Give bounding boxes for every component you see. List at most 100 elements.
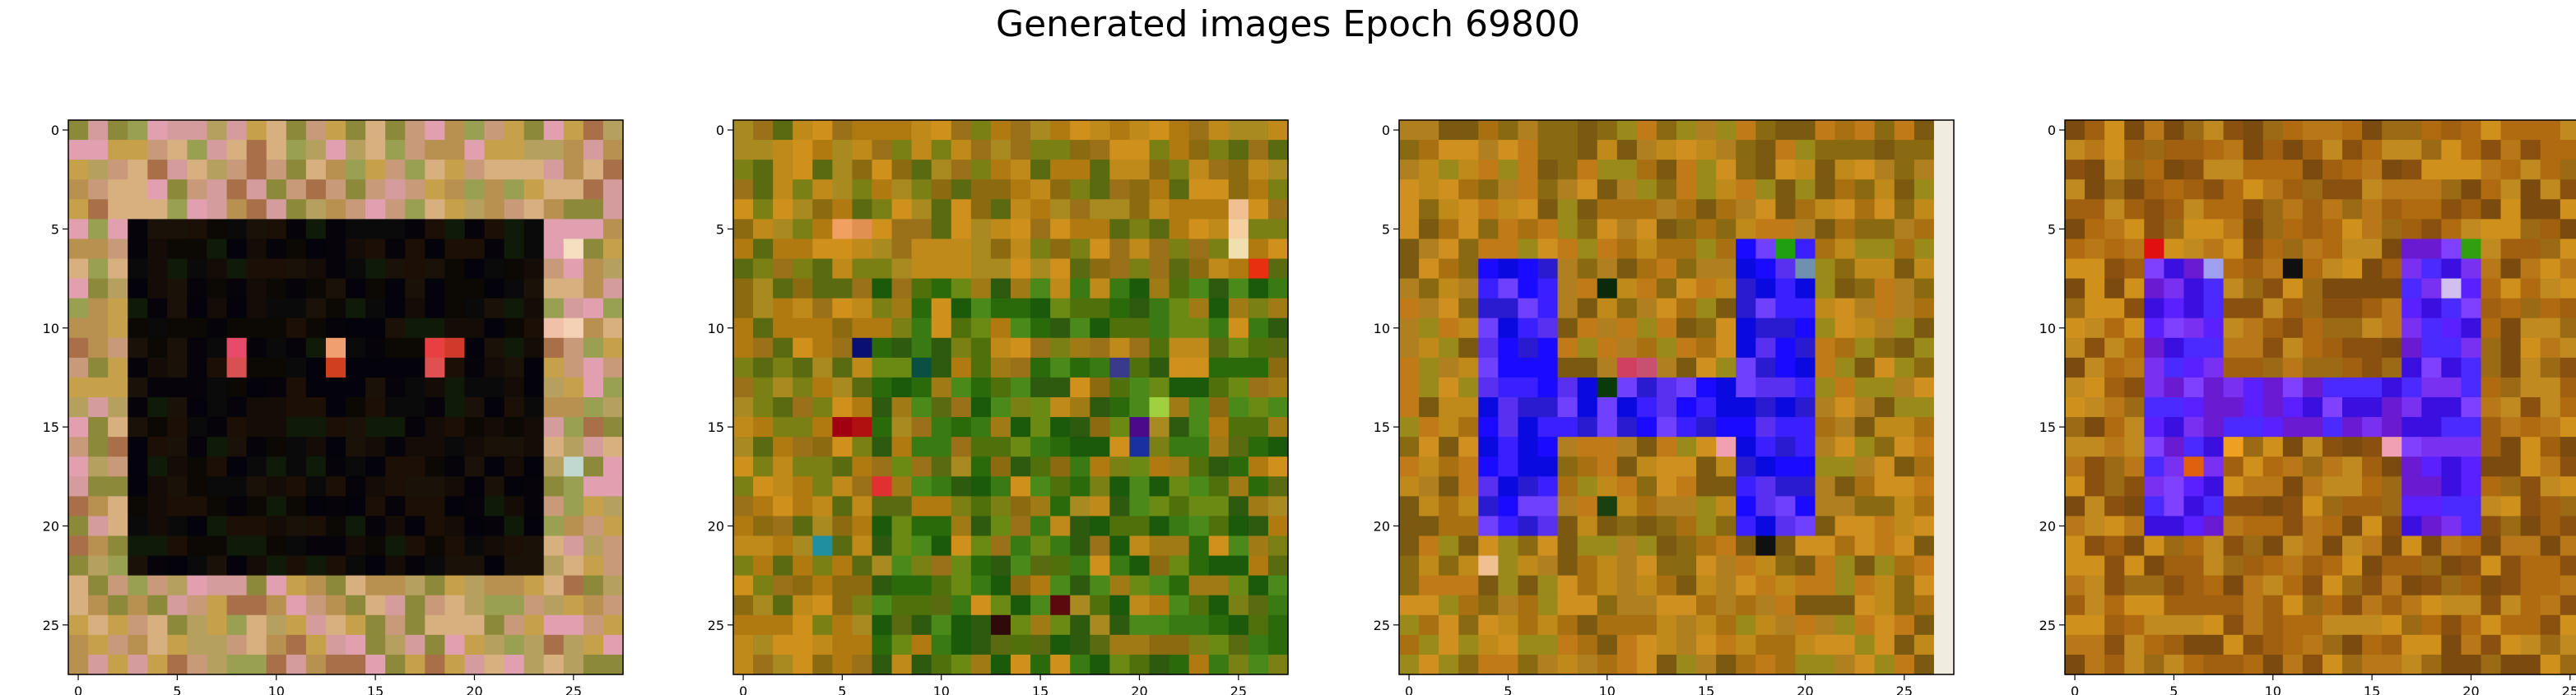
pixel-cell: [1913, 239, 1935, 260]
pixel-cell: [2441, 437, 2462, 457]
pixel-cell: [2164, 357, 2185, 378]
pixel-cell: [793, 575, 813, 596]
pixel-cell: [365, 239, 386, 260]
pixel-cell: [1267, 120, 1289, 141]
pixel-cell: [1478, 496, 1499, 517]
pixel-cell: [1834, 140, 1856, 160]
pixel-cell: [891, 337, 913, 359]
pixel-cell: [365, 496, 386, 517]
pixel-cell: [852, 555, 873, 577]
pixel-cell: [2500, 298, 2522, 319]
pixel-cell: [444, 456, 466, 477]
pixel-cell: [1755, 397, 1776, 418]
pixel-cell: [1498, 535, 1519, 557]
pixel-cell: [1208, 555, 1230, 577]
pixel-cell: [1913, 199, 1935, 220]
pixel-cell: [2441, 575, 2462, 596]
pixel-cell: [1656, 634, 1677, 656]
pixel-cell: [523, 535, 545, 557]
pixel-cell: [602, 437, 624, 457]
pixel-cell: [2124, 634, 2145, 656]
pixel-cell: [812, 516, 833, 537]
pixel-cell: [1267, 278, 1289, 299]
pixel-cell: [68, 516, 89, 537]
pixel-cell: [2500, 120, 2522, 141]
x-tick-label: 25: [1896, 683, 1913, 695]
pixel-cell: [346, 298, 366, 319]
pixel-cell: [1011, 219, 1031, 240]
pixel-cell: [1795, 337, 1816, 359]
x-tick-label: 5: [838, 683, 846, 695]
pixel-cell: [1537, 654, 1559, 675]
pixel-cell: [266, 516, 287, 537]
pixel-cell: [1439, 278, 1459, 299]
pixel-cell: [773, 258, 793, 280]
pixel-cell: [812, 456, 833, 477]
pixel-cell: [147, 160, 168, 180]
pixel-cell: [1676, 417, 1697, 438]
pixel-cell: [733, 634, 754, 656]
pixel-cell: [1815, 456, 1836, 477]
pixel-cell: [2144, 476, 2164, 497]
pixel-cell: [1577, 397, 1598, 418]
pixel-cell: [2302, 397, 2323, 418]
pixel-cell: [1854, 614, 1876, 636]
pixel-cell: [1933, 298, 1955, 319]
pixel-cell: [2104, 456, 2125, 477]
axes-frame: [1398, 119, 1955, 675]
pixel-cell: [951, 496, 972, 517]
pixel-cell: [1188, 516, 1210, 537]
pixel-cell: [1854, 199, 1876, 220]
pixel-cell: [2461, 298, 2482, 319]
pixel-cell: [1267, 496, 1289, 517]
pixel-cell: [1676, 298, 1697, 319]
pixel-cell: [2540, 258, 2561, 280]
pixel-cell: [2164, 179, 2185, 200]
pixel-cell: [1030, 258, 1051, 280]
pixel-cell: [1399, 417, 1420, 438]
pixel-cell: [2560, 258, 2576, 280]
pixel-cell: [207, 298, 228, 319]
pixel-cell: [425, 377, 445, 398]
pixel-cell: [1109, 377, 1131, 398]
pixel-cell: [2262, 377, 2284, 398]
pixel-cell: [583, 614, 604, 636]
pixel-cell: [1636, 634, 1658, 656]
pixel-cell: [1696, 437, 1717, 457]
pixel-cell: [2481, 160, 2502, 180]
pixel-cell: [1537, 516, 1559, 537]
pixel-cell: [1636, 317, 1658, 339]
pixel-cell: [246, 120, 267, 141]
pixel-cell: [523, 258, 545, 280]
pixel-cell: [2223, 278, 2244, 299]
pixel-cell: [2342, 397, 2363, 418]
pixel-cell: [2560, 140, 2576, 160]
pixel-cell: [2362, 140, 2383, 160]
pixel-cell: [2382, 239, 2402, 260]
pixel-cell: [1597, 614, 1618, 636]
pixel-cell: [2382, 140, 2402, 160]
pixel-cell: [1913, 397, 1935, 418]
pixel-cell: [2421, 614, 2442, 636]
pixel-cell: [773, 337, 793, 359]
pixel-cell: [931, 298, 952, 319]
pixel-cell: [1228, 239, 1249, 260]
pixel-cell: [951, 654, 972, 675]
pixel-cell: [1478, 634, 1499, 656]
pixel-cell: [1676, 160, 1697, 180]
pixel-cell: [2441, 377, 2462, 398]
pixel-cell: [1208, 614, 1230, 636]
pixel-cell: [1736, 476, 1756, 497]
pixel-cell: [602, 496, 624, 517]
pixel-cell: [405, 337, 425, 359]
pixel-cell: [504, 456, 525, 477]
pixel-cell: [2461, 219, 2482, 240]
pixel-cell: [1478, 160, 1499, 180]
pixel-cell: [1478, 397, 1499, 418]
pixel-cell: [2104, 140, 2125, 160]
pixel-cell: [1030, 278, 1051, 299]
pixel-cell: [405, 654, 425, 675]
pixel-cell: [444, 337, 466, 359]
pixel-cell: [405, 239, 425, 260]
pixel-cell: [2322, 516, 2343, 537]
